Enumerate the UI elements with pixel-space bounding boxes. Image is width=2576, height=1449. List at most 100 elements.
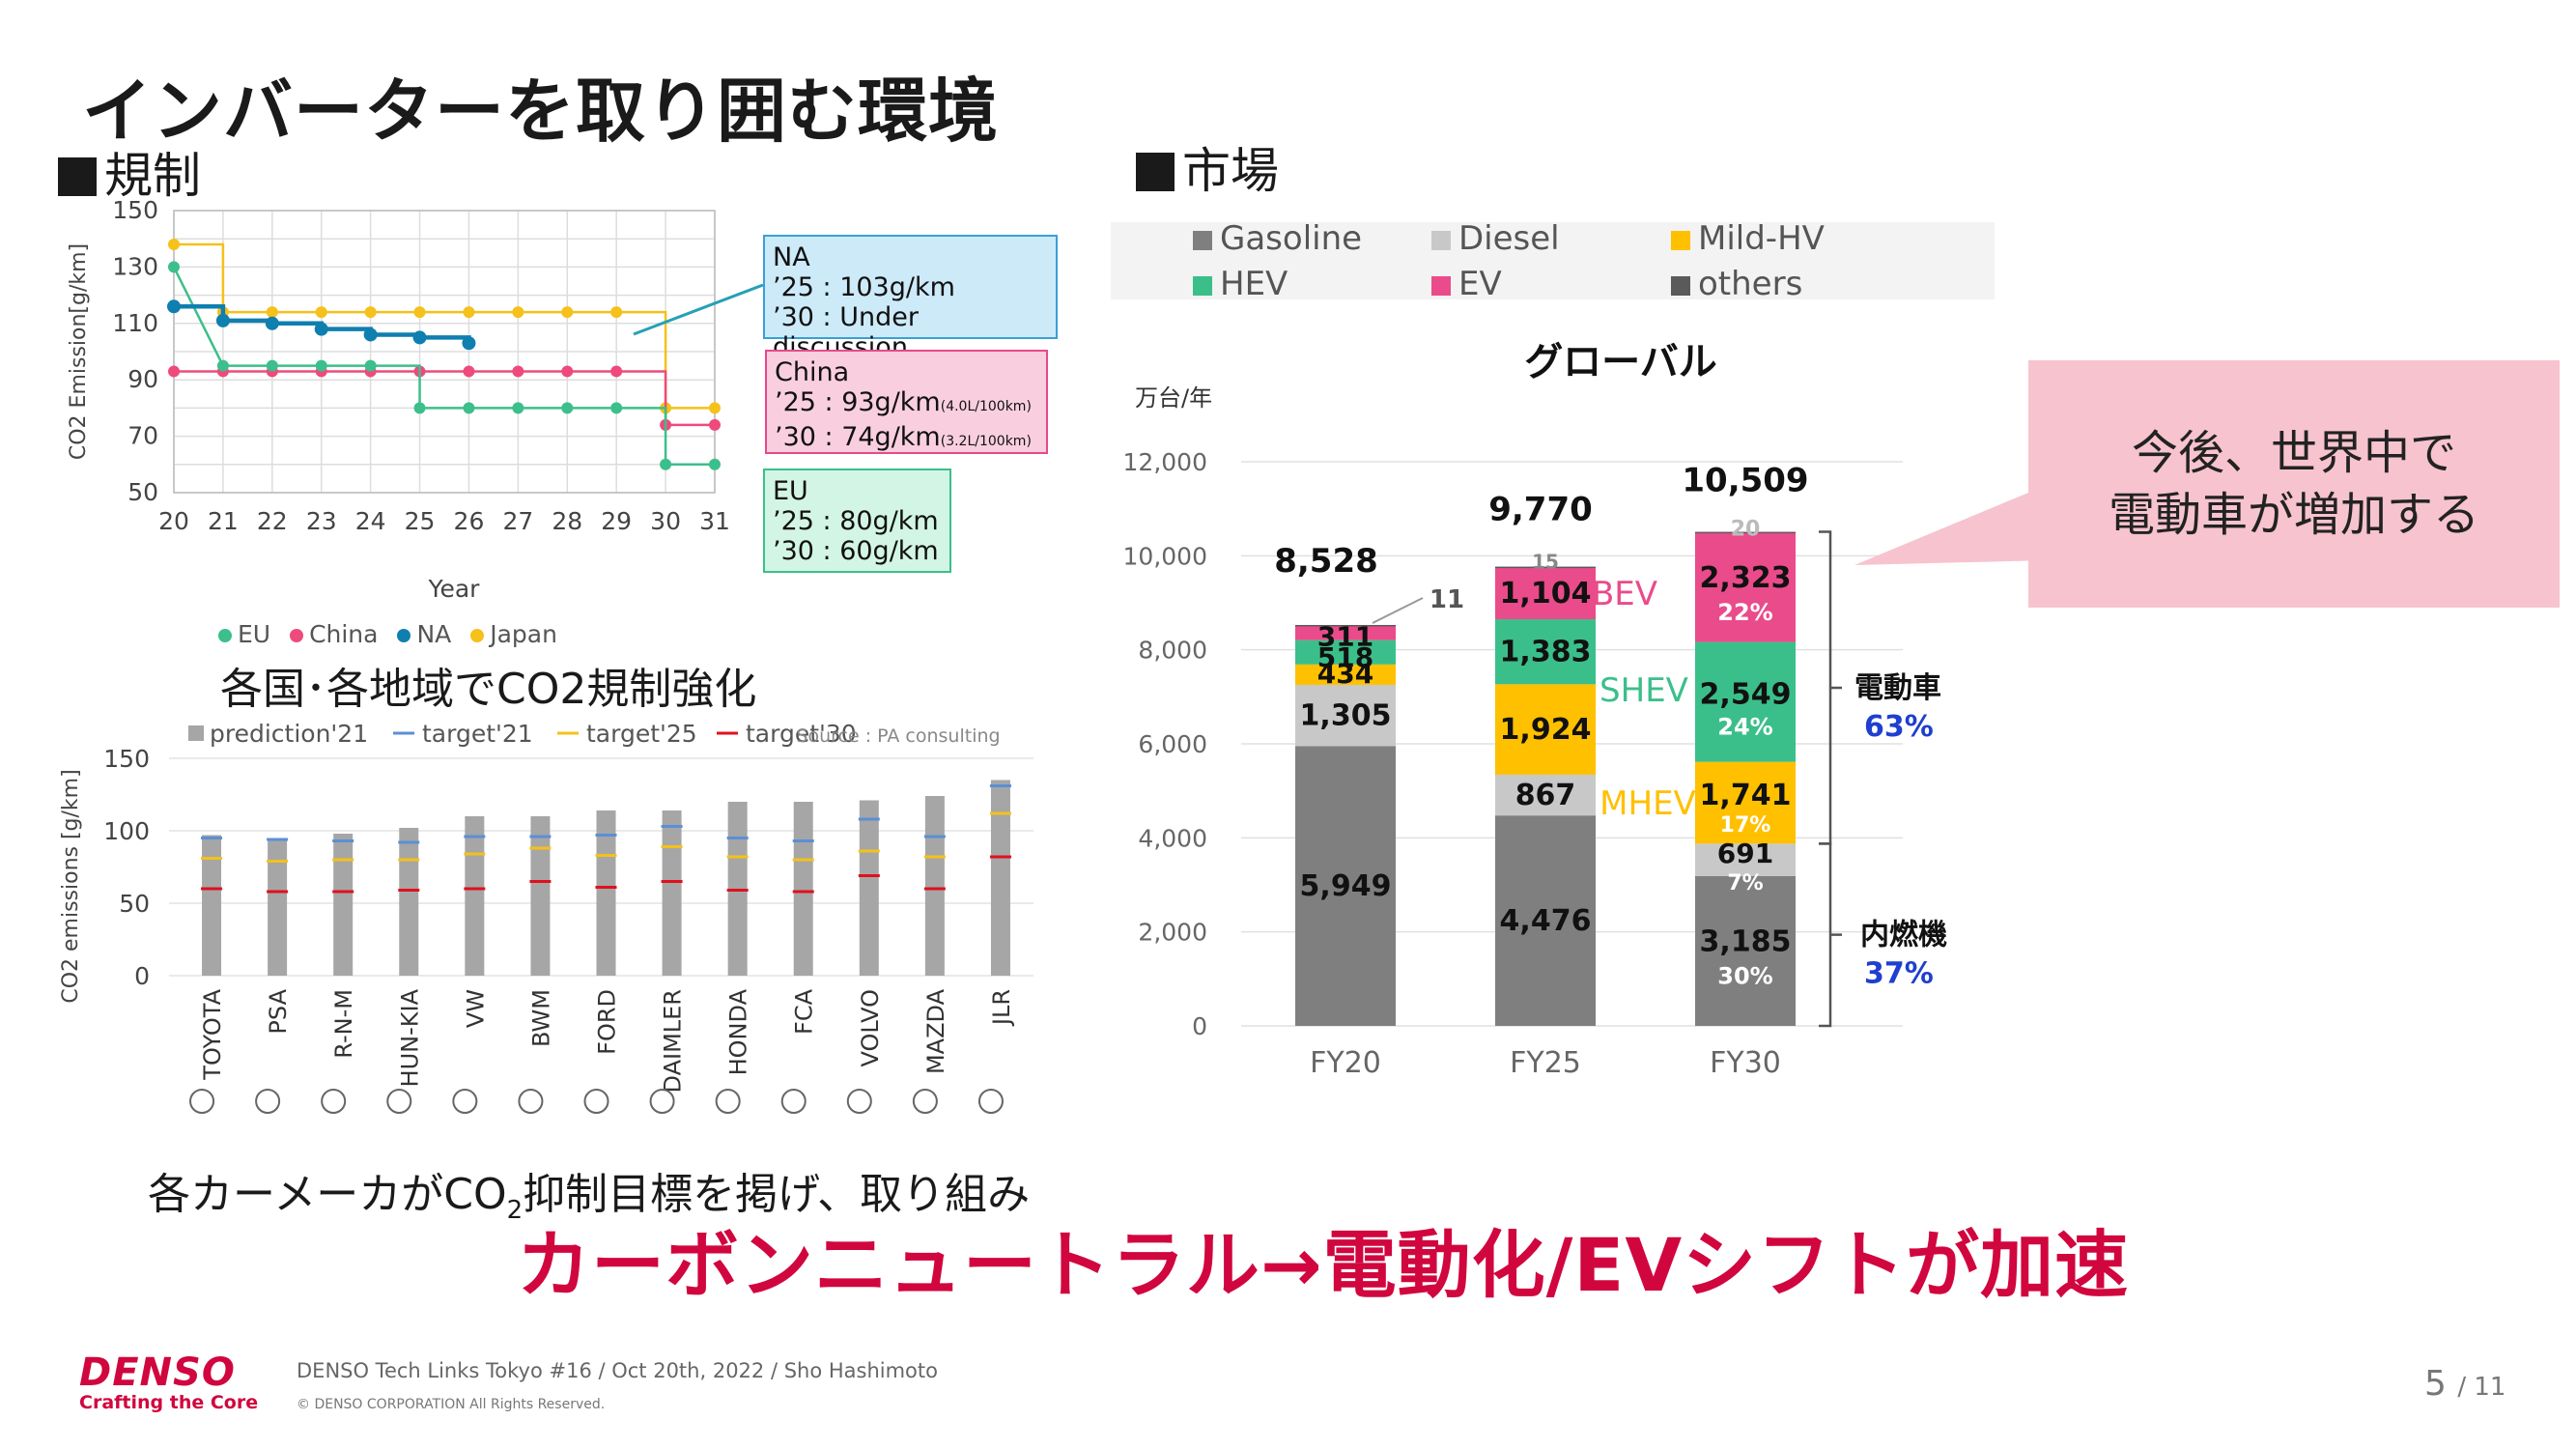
denso-tagline: Crafting the Core bbox=[79, 1392, 259, 1413]
oem-legend-prediction-marker bbox=[188, 725, 204, 741]
page-number: 5 / 11 bbox=[2424, 1364, 2505, 1404]
market-bar-others bbox=[1695, 531, 1796, 534]
footer-copyright: © DENSO CORPORATION All Rights Reserved. bbox=[297, 1397, 606, 1412]
square-bullet-icon bbox=[1136, 153, 1175, 191]
oem-x-tick-label: R-N-M bbox=[330, 989, 357, 1059]
brand-logo-icon bbox=[846, 1089, 872, 1114]
oem-legend-label: target'30 bbox=[746, 720, 857, 748]
legend-china-label: China bbox=[309, 620, 379, 648]
market-legend-label: Diesel bbox=[1458, 222, 1560, 258]
line-point-na bbox=[363, 327, 378, 342]
china-callout-title: China bbox=[775, 357, 850, 387]
market-bar-others bbox=[1295, 624, 1396, 627]
market-bar-ev bbox=[1495, 567, 1596, 620]
market-value-label: 2,323 bbox=[1700, 561, 1792, 595]
market-legend-marker-others bbox=[1671, 276, 1690, 296]
line-chart-series bbox=[167, 239, 721, 470]
market-legend-marker-hev bbox=[1193, 276, 1212, 296]
section-regulation-header: 規制 bbox=[58, 137, 201, 207]
oem-x-tick-label: DAIMLER bbox=[660, 989, 687, 1093]
oem-bar-prediction bbox=[399, 828, 419, 976]
oem-chart-x-ticks: TOYOTA PSA R-N-M HUN-KIA VW BWM FORD DAIMLER HON… bbox=[189, 988, 1015, 1114]
line-chart-x-tick-label: 31 bbox=[699, 507, 730, 535]
legend-na-marker bbox=[397, 629, 411, 642]
china-callout-line2: ’30 : 74g/km(3.2L/100km) bbox=[775, 422, 1038, 457]
line-chart-x-tick-label: 26 bbox=[454, 507, 485, 535]
oem-bar-prediction bbox=[268, 838, 288, 976]
market-callout-pointer bbox=[1854, 493, 2048, 565]
market-bar-ev bbox=[1295, 625, 1396, 640]
line-chart-x-tick-label: 28 bbox=[552, 507, 582, 535]
market-value-label: 2,549 bbox=[1700, 678, 1792, 712]
line-chart-y-tick-label: 150 bbox=[112, 196, 158, 224]
line-point-japan bbox=[610, 306, 623, 319]
market-x-tick-label: FY30 bbox=[1710, 1046, 1781, 1080]
line-point-japan bbox=[364, 306, 377, 319]
line-point-eu bbox=[709, 458, 721, 470]
oem-x-tick-label: BWM bbox=[527, 989, 554, 1047]
market-y-tick-label: 12,000 bbox=[1123, 448, 1207, 476]
footer-event-text: DENSO Tech Links Tokyo #16 / Oct 20th, 2… bbox=[297, 1359, 938, 1382]
market-value-label: 22% bbox=[1717, 599, 1772, 626]
line-point-japan bbox=[709, 402, 721, 414]
market-value-label: 1,104 bbox=[1500, 577, 1592, 611]
brand-logo-icon bbox=[255, 1089, 281, 1114]
oem-co2-bar-chart: prediction'21 target'21 target'25 target'30… bbox=[59, 720, 1033, 1114]
market-chart-x-ticks: FY20 FY25 FY30 bbox=[1310, 1046, 1781, 1080]
oem-bar-prediction bbox=[793, 802, 813, 976]
line-point-japan bbox=[512, 306, 524, 319]
line-chart-x-tick-label: 21 bbox=[208, 507, 239, 535]
market-bar-diesel bbox=[1695, 843, 1796, 876]
line-chart-grid bbox=[173, 210, 716, 494]
market-value-label: 1,383 bbox=[1500, 636, 1592, 669]
line-chart-x-tick-label: 25 bbox=[405, 507, 436, 535]
line-point-na bbox=[215, 313, 230, 327]
oem-y-tick-label: 100 bbox=[103, 817, 150, 845]
market-bar-mild-hv bbox=[1495, 684, 1596, 775]
page-current: 5 bbox=[2424, 1364, 2447, 1404]
line-chart-y-tick-label: 110 bbox=[112, 309, 158, 337]
line-point-china bbox=[709, 418, 721, 431]
market-value-label: 311 bbox=[1317, 621, 1373, 653]
line-chart-caption: 各国･各地域でCO2規制強化 bbox=[220, 665, 757, 714]
oem-bar-prediction bbox=[530, 816, 551, 976]
line-point-eu bbox=[315, 359, 327, 372]
bev-side-label: BEV bbox=[1592, 575, 1657, 613]
key-message-headline: カーボンニュートラル→電動化/EVシフトが加速 bbox=[517, 1222, 2130, 1308]
china-callout-l2-value: ’30 : 74g/km bbox=[775, 422, 941, 452]
brand-logo-icon bbox=[912, 1089, 938, 1114]
legend-japan-label: Japan bbox=[490, 620, 557, 648]
section-regulation-label: 規制 bbox=[104, 148, 201, 204]
square-bullet-icon bbox=[58, 157, 97, 196]
oem-bar-prediction bbox=[990, 780, 1010, 976]
brand-logo-icon bbox=[649, 1089, 675, 1114]
line-point-eu bbox=[660, 458, 672, 470]
section-market-label: 市場 bbox=[1182, 143, 1279, 199]
market-legend-label: HEV bbox=[1220, 265, 1288, 303]
market-legend-marker-ev bbox=[1431, 276, 1451, 296]
brand-logo-icon bbox=[977, 1089, 1004, 1114]
market-legend-label: EV bbox=[1458, 265, 1502, 303]
line-point-eu bbox=[512, 402, 524, 414]
line-point-china bbox=[463, 365, 475, 378]
market-value-label: 30% bbox=[1717, 962, 1772, 989]
market-legend-marker-gasoline bbox=[1193, 231, 1212, 250]
line-chart-x-axis-label: Year bbox=[428, 575, 481, 603]
oem-x-tick-label: HONDA bbox=[725, 988, 752, 1075]
na-callout-title: NA bbox=[773, 242, 810, 272]
ice-bracket bbox=[1819, 842, 1842, 1028]
line-point-na bbox=[314, 322, 328, 336]
line-point-japan bbox=[168, 239, 180, 251]
line-point-china bbox=[512, 365, 524, 378]
oem-bar-prediction bbox=[333, 834, 354, 976]
oem-legend-label: prediction'21 bbox=[210, 720, 368, 748]
mhev-side-label: MHEV bbox=[1599, 784, 1696, 823]
oem-chart-y-axis-label: CO2 emissions [g/km] bbox=[59, 769, 83, 1003]
ev-bracket-pct: 63% bbox=[1864, 710, 1934, 744]
legend-japan-marker bbox=[470, 629, 485, 642]
line-point-japan bbox=[463, 306, 475, 319]
line-point-na bbox=[167, 299, 181, 314]
line-chart-x-tick-label: 27 bbox=[502, 507, 533, 535]
market-legend-marker-mild-hv bbox=[1671, 231, 1690, 250]
market-bar-hev bbox=[1295, 639, 1396, 665]
